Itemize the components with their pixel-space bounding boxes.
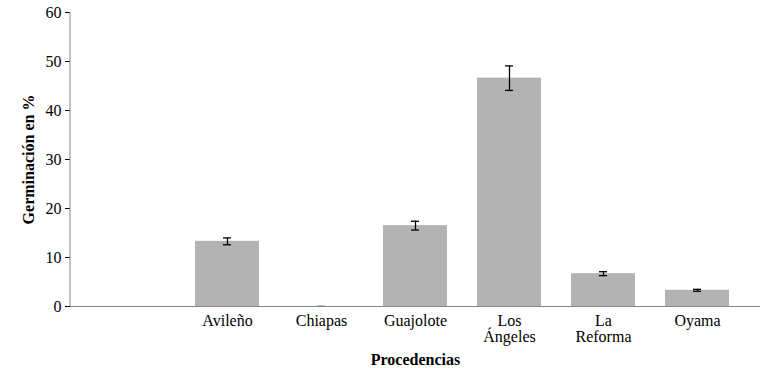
svg-text:Chiapas: Chiapas (296, 312, 348, 330)
svg-text:Procedencias: Procedencias (371, 351, 460, 368)
svg-text:20: 20 (46, 200, 62, 217)
svg-text:Avileño: Avileño (202, 312, 252, 329)
svg-text:Germinación en %: Germinación en % (20, 95, 37, 225)
svg-text:60: 60 (46, 4, 62, 21)
svg-text:Oyama: Oyama (674, 312, 720, 330)
svg-text:LaReforma: LaReforma (576, 312, 632, 345)
svg-text:40: 40 (46, 102, 62, 119)
svg-text:Guajolote: Guajolote (384, 312, 447, 330)
svg-text:LosÁngeles: LosÁngeles (483, 312, 535, 346)
svg-text:50: 50 (46, 53, 62, 70)
svg-text:0: 0 (54, 298, 62, 315)
svg-text:30: 30 (46, 151, 62, 168)
svg-text:10: 10 (46, 249, 62, 266)
